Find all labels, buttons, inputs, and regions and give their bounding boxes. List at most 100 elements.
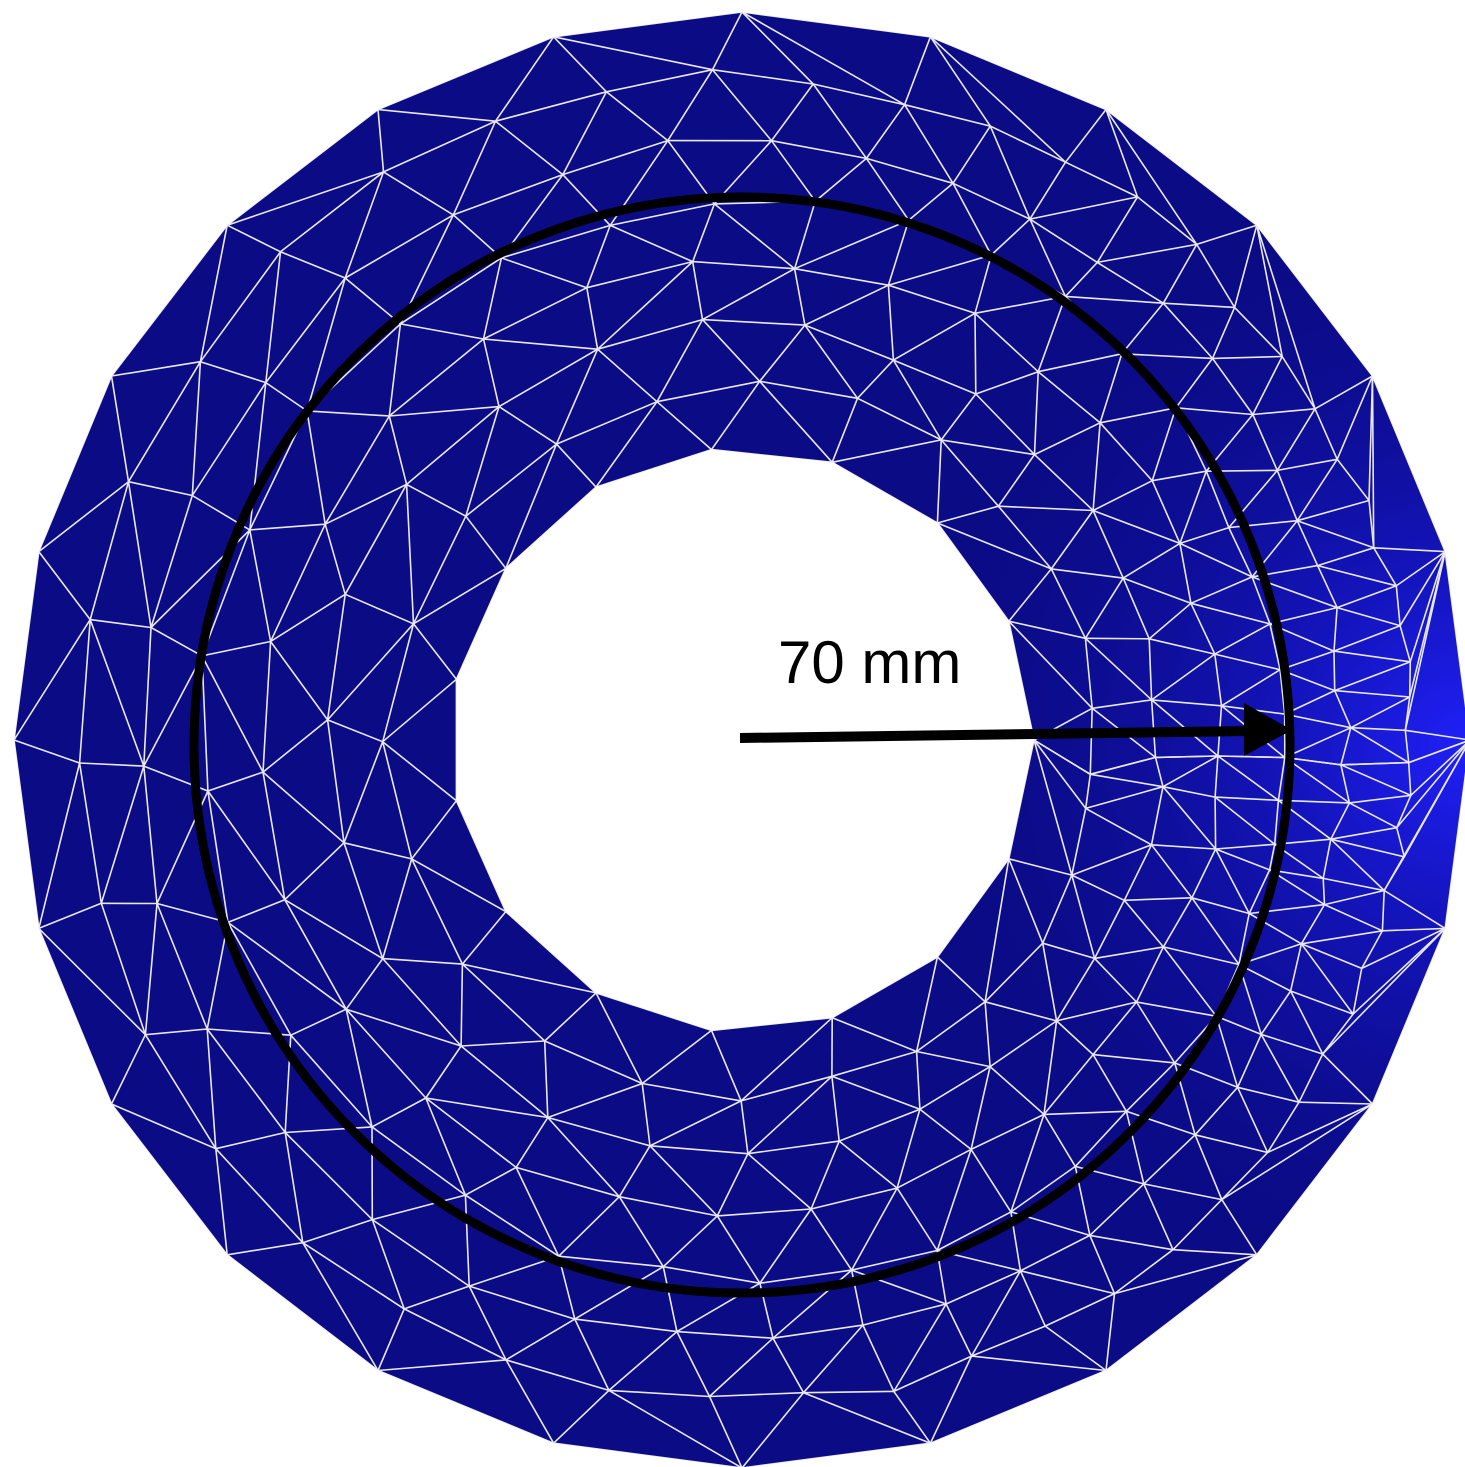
mesh-edge [903, 104, 954, 184]
mesh-edge [708, 1337, 774, 1398]
mesh-edge [641, 1083, 651, 1146]
mesh-edge [505, 911, 597, 994]
mesh-edge [929, 36, 991, 127]
mesh-edge [1298, 1101, 1373, 1105]
mesh-edge [862, 1303, 947, 1326]
mesh-edge [403, 1285, 470, 1310]
mesh-edge [302, 1242, 379, 1371]
mesh-edge [740, 1100, 749, 1154]
mesh-edge [284, 1131, 373, 1221]
mesh-edge [915, 1051, 921, 1110]
mesh-edge [1340, 761, 1409, 766]
mesh-edge [838, 1108, 921, 1142]
mesh-edge [1105, 109, 1198, 245]
mesh-edge [998, 505, 1094, 512]
mesh-edge [150, 626, 203, 657]
mesh-edge [1194, 1134, 1223, 1200]
mesh-edge [382, 957, 463, 965]
mesh-edge [1317, 564, 1397, 587]
mesh-edge [691, 203, 716, 262]
mesh-edge [515, 1166, 620, 1198]
mesh-edge [936, 1149, 972, 1251]
mesh-edge [711, 11, 743, 71]
mesh-edge [1314, 375, 1373, 410]
mesh-edge [711, 69, 773, 142]
mesh-edge [1121, 353, 1213, 360]
mesh-edge [249, 523, 326, 531]
mesh-edge [1408, 661, 1412, 698]
mesh-edge [461, 911, 507, 965]
mesh-edge [461, 963, 546, 1042]
mesh-edge [1236, 1034, 1262, 1088]
mesh-edge [597, 348, 658, 403]
mesh-edge [555, 443, 597, 488]
mesh-edge [940, 439, 1000, 507]
mesh-edge [201, 655, 209, 792]
mesh-edge [78, 762, 103, 904]
mesh-edge [501, 224, 611, 259]
mesh-edge [831, 956, 938, 1019]
mesh-edge [326, 719, 345, 843]
mesh-edge [1056, 1020, 1094, 1056]
mesh-edge [1383, 747, 1465, 891]
mesh-edge [110, 375, 130, 482]
mesh-edge [937, 522, 1052, 570]
mesh-edge [38, 481, 129, 553]
mesh-edge [802, 1324, 864, 1394]
mesh-edge [1125, 1062, 1176, 1112]
mesh-edge [711, 1016, 833, 1032]
mesh-edge [1395, 795, 1412, 829]
mesh-edge [1279, 669, 1286, 715]
mesh-edge [269, 641, 329, 721]
mesh-edge [1151, 844, 1216, 850]
mesh-edge [371, 1097, 427, 1128]
mesh-edge [1267, 1103, 1373, 1154]
mesh-edge [1256, 225, 1283, 357]
mesh-edge [1162, 946, 1217, 1017]
mesh-edge [1092, 479, 1153, 512]
mesh-edge [1092, 1054, 1128, 1112]
mesh-edge [1252, 414, 1279, 471]
mesh-edge [1296, 458, 1338, 522]
mesh-edge [1071, 874, 1096, 959]
mesh-edge [1084, 638, 1093, 709]
mesh-edge [1010, 1165, 1076, 1213]
mesh-edge [412, 623, 458, 680]
mesh-edge [989, 1066, 1045, 1115]
mesh-edge [893, 1355, 972, 1393]
mesh-edge [143, 627, 152, 767]
mesh-edge [1090, 756, 1156, 776]
mesh-edge [1020, 1234, 1091, 1272]
mesh-edge [1373, 547, 1446, 553]
mesh-edge [971, 1355, 1107, 1372]
mesh-edge [1065, 161, 1138, 198]
mesh-edge [1071, 844, 1152, 876]
mesh-edge [1043, 1054, 1094, 1115]
mesh-edge [262, 771, 286, 900]
mesh-edge [771, 139, 867, 160]
mesh-edge [425, 1097, 517, 1169]
mesh-edge [215, 1148, 304, 1244]
mesh-edge [327, 623, 415, 721]
mesh-edge [747, 1075, 833, 1155]
mesh-edge [619, 1195, 718, 1217]
mesh-edge [553, 1389, 610, 1444]
mesh-edge [1268, 844, 1276, 871]
mesh-edge [284, 899, 347, 1010]
mesh-edge [1172, 1248, 1257, 1256]
mesh-edge [831, 1016, 917, 1053]
mesh-edge [1148, 602, 1192, 640]
mesh-edge [717, 1208, 812, 1217]
mesh-edge [1094, 957, 1138, 1003]
mesh-edge [1284, 713, 1351, 729]
mesh-edge [1033, 739, 1073, 876]
mesh-edge [460, 964, 464, 1047]
mesh-edge [1092, 509, 1181, 545]
mesh-edge [1162, 244, 1198, 304]
mesh-edge [793, 268, 806, 326]
mesh-edge [1105, 1293, 1116, 1371]
mesh-edge [215, 1148, 228, 1255]
mesh-edge [1089, 1234, 1174, 1251]
mesh-edge [1093, 1053, 1175, 1064]
